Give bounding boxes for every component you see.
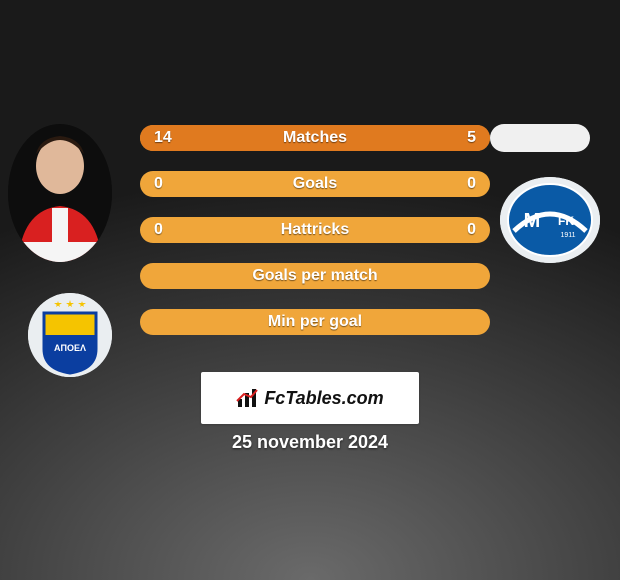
brand-text: FcTables.com <box>264 388 383 409</box>
stat-row: 14Matches5 <box>140 125 490 151</box>
player-right-photo <box>490 124 590 152</box>
svg-text:FK: FK <box>558 214 574 228</box>
stat-value-left: 14 <box>140 129 188 147</box>
stat-label: Hattricks <box>188 221 442 239</box>
stat-label: Goals per match <box>188 267 442 285</box>
stat-value-right: 5 <box>442 129 490 147</box>
svg-text:1911: 1911 <box>560 232 575 239</box>
stat-row: 0Goals0 <box>140 171 490 197</box>
stat-value-right: 0 <box>442 221 490 239</box>
shield-icon: ΑΠΟΕΛ <box>28 293 112 377</box>
stat-label: Min per goal <box>188 313 442 331</box>
stat-row: Goals per match <box>140 263 490 289</box>
club-badge-left: ΑΠΟΕΛ <box>28 293 112 377</box>
stat-value-left: 0 <box>140 175 188 193</box>
svg-text:M: M <box>524 210 541 232</box>
stat-row: Min per goal <box>140 309 490 335</box>
stat-bars: 14Matches50Goals00Hattricks0Goals per ma… <box>140 125 490 355</box>
stat-value-right: 0 <box>442 175 490 193</box>
player-left-photo <box>8 124 112 262</box>
circle-badge-icon: M FK 1911 <box>500 177 600 263</box>
stat-value-left: 0 <box>140 221 188 239</box>
stat-label: Matches <box>188 129 442 147</box>
club-badge-right: M FK 1911 <box>500 177 600 263</box>
stat-label: Goals <box>188 175 442 193</box>
bar-chart-icon <box>236 387 258 409</box>
svg-text:ΑΠΟΕΛ: ΑΠΟΕΛ <box>54 343 86 353</box>
date-text: 25 november 2024 <box>0 432 620 453</box>
brand-box[interactable]: FcTables.com <box>201 372 419 424</box>
player-silhouette-icon <box>8 124 112 262</box>
stat-row: 0Hattricks0 <box>140 217 490 243</box>
